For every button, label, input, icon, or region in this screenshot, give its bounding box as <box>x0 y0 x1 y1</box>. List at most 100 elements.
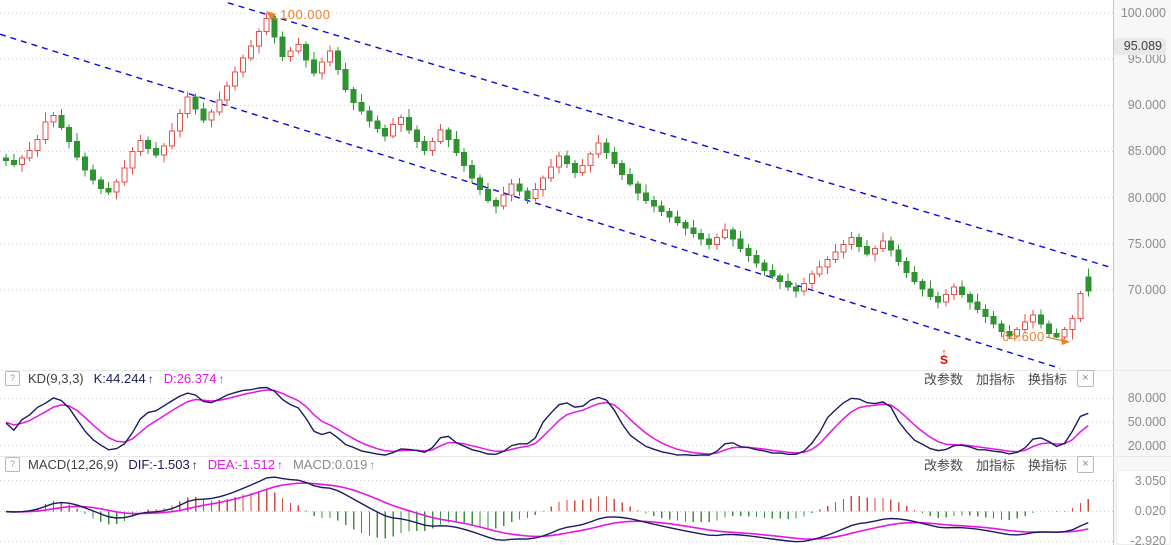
candle <box>603 142 610 153</box>
switch-indicator-button[interactable]: 换指标 <box>1027 372 1067 387</box>
candle <box>635 183 641 194</box>
trend-channel-line[interactable] <box>227 2 1113 269</box>
close-icon[interactable]: × <box>1077 456 1094 473</box>
change-params-button[interactable]: 改参数 <box>923 458 963 473</box>
candle <box>571 162 578 174</box>
candle <box>777 275 784 283</box>
candle <box>816 266 823 275</box>
candle <box>232 71 239 87</box>
trend-channel-line[interactable] <box>0 33 1061 370</box>
candle <box>1053 332 1060 338</box>
candle <box>429 140 436 152</box>
dea-up-arrow-icon: ↑ <box>276 457 283 472</box>
candle <box>3 157 9 162</box>
close-icon[interactable]: × <box>1077 370 1094 387</box>
current-price-tag: 95.089 <box>1114 38 1166 55</box>
candle <box>800 282 807 292</box>
candle <box>769 270 776 277</box>
candle <box>390 124 397 137</box>
sell-signal-marker: ↑ S <box>936 347 952 367</box>
candle <box>366 110 373 122</box>
candle <box>808 273 815 284</box>
candle <box>1061 329 1068 338</box>
dif-line <box>5 476 1089 543</box>
candle <box>761 262 768 272</box>
axis-tick-label: -2.920 <box>1130 534 1166 545</box>
candle <box>627 174 634 185</box>
candle <box>824 258 831 268</box>
candle <box>358 102 365 112</box>
candle <box>279 36 286 57</box>
dif-up-arrow-icon: ↑ <box>191 457 198 472</box>
candle <box>690 227 697 235</box>
candle <box>619 162 626 176</box>
candle <box>26 150 33 159</box>
candle <box>58 114 65 128</box>
candle <box>255 30 262 47</box>
change-params-button[interactable]: 改参数 <box>923 372 963 387</box>
candle <box>998 323 1005 332</box>
candle <box>1022 321 1029 331</box>
candle <box>911 271 918 283</box>
candle <box>1006 330 1013 337</box>
candle <box>879 240 886 249</box>
sell-up-arrow-icon: ↑ <box>941 347 947 357</box>
macd-up-arrow-icon: ↑ <box>369 457 376 472</box>
candle <box>295 43 302 52</box>
macd-panel-header: ? MACD(12,26,9) DIF:-1.503 ↑ DEA:-1.512 … <box>0 456 1113 473</box>
kd-panel-header: ? KD(9,3,3) K:44.244 ↑ D:26.374 ↑ 改参数 加指… <box>0 370 1113 387</box>
help-icon[interactable]: ? <box>5 457 20 472</box>
sell-symbol: S <box>939 353 948 367</box>
candle <box>421 140 428 152</box>
candle <box>398 116 404 126</box>
candle <box>66 126 73 142</box>
candle <box>958 286 965 296</box>
candle <box>184 96 191 115</box>
add-indicator-button[interactable]: 加指标 <box>975 372 1015 387</box>
dea-line <box>5 482 1089 540</box>
candle <box>508 183 515 196</box>
candle <box>966 294 973 303</box>
candle <box>532 188 539 200</box>
kd-indicator-chart <box>0 386 1113 456</box>
candle <box>872 247 878 255</box>
candle <box>271 18 278 38</box>
k-up-arrow-icon: ↑ <box>147 371 154 386</box>
panel-separator <box>0 370 1171 371</box>
candle <box>311 59 318 74</box>
candle <box>469 164 476 179</box>
panel-separator <box>0 456 1171 457</box>
add-indicator-button[interactable]: 加指标 <box>975 458 1015 473</box>
candle <box>887 240 894 251</box>
candle <box>145 139 152 150</box>
axis-tick-label: 75.000 <box>1127 236 1166 251</box>
help-icon[interactable]: ? <box>5 371 20 386</box>
candle <box>247 45 254 59</box>
candle <box>153 148 160 156</box>
axis-tick-label: 0.020 <box>1134 504 1166 519</box>
candle <box>642 192 649 201</box>
candle <box>1085 276 1092 292</box>
candle <box>785 281 792 288</box>
candle <box>334 50 341 70</box>
candle <box>216 99 223 113</box>
candle <box>556 155 562 168</box>
candle <box>208 111 215 121</box>
candle <box>200 108 207 121</box>
d-up-arrow-icon: ↑ <box>218 371 225 386</box>
candle <box>903 260 910 273</box>
axis-tick-label: 80.000 <box>1127 190 1166 205</box>
d-line <box>5 389 1089 455</box>
low-arrow <box>1045 336 1065 342</box>
axis-tick-label: 80.000 <box>1127 391 1166 406</box>
candle <box>1077 293 1084 320</box>
candle <box>745 247 752 257</box>
axis-tick-label: 50.000 <box>1127 415 1166 429</box>
candle <box>721 229 728 238</box>
switch-indicator-button[interactable]: 换指标 <box>1027 458 1067 473</box>
candle <box>1014 329 1021 337</box>
candle <box>492 199 499 207</box>
low-arrowhead-icon <box>1061 337 1070 345</box>
candle <box>895 249 902 262</box>
